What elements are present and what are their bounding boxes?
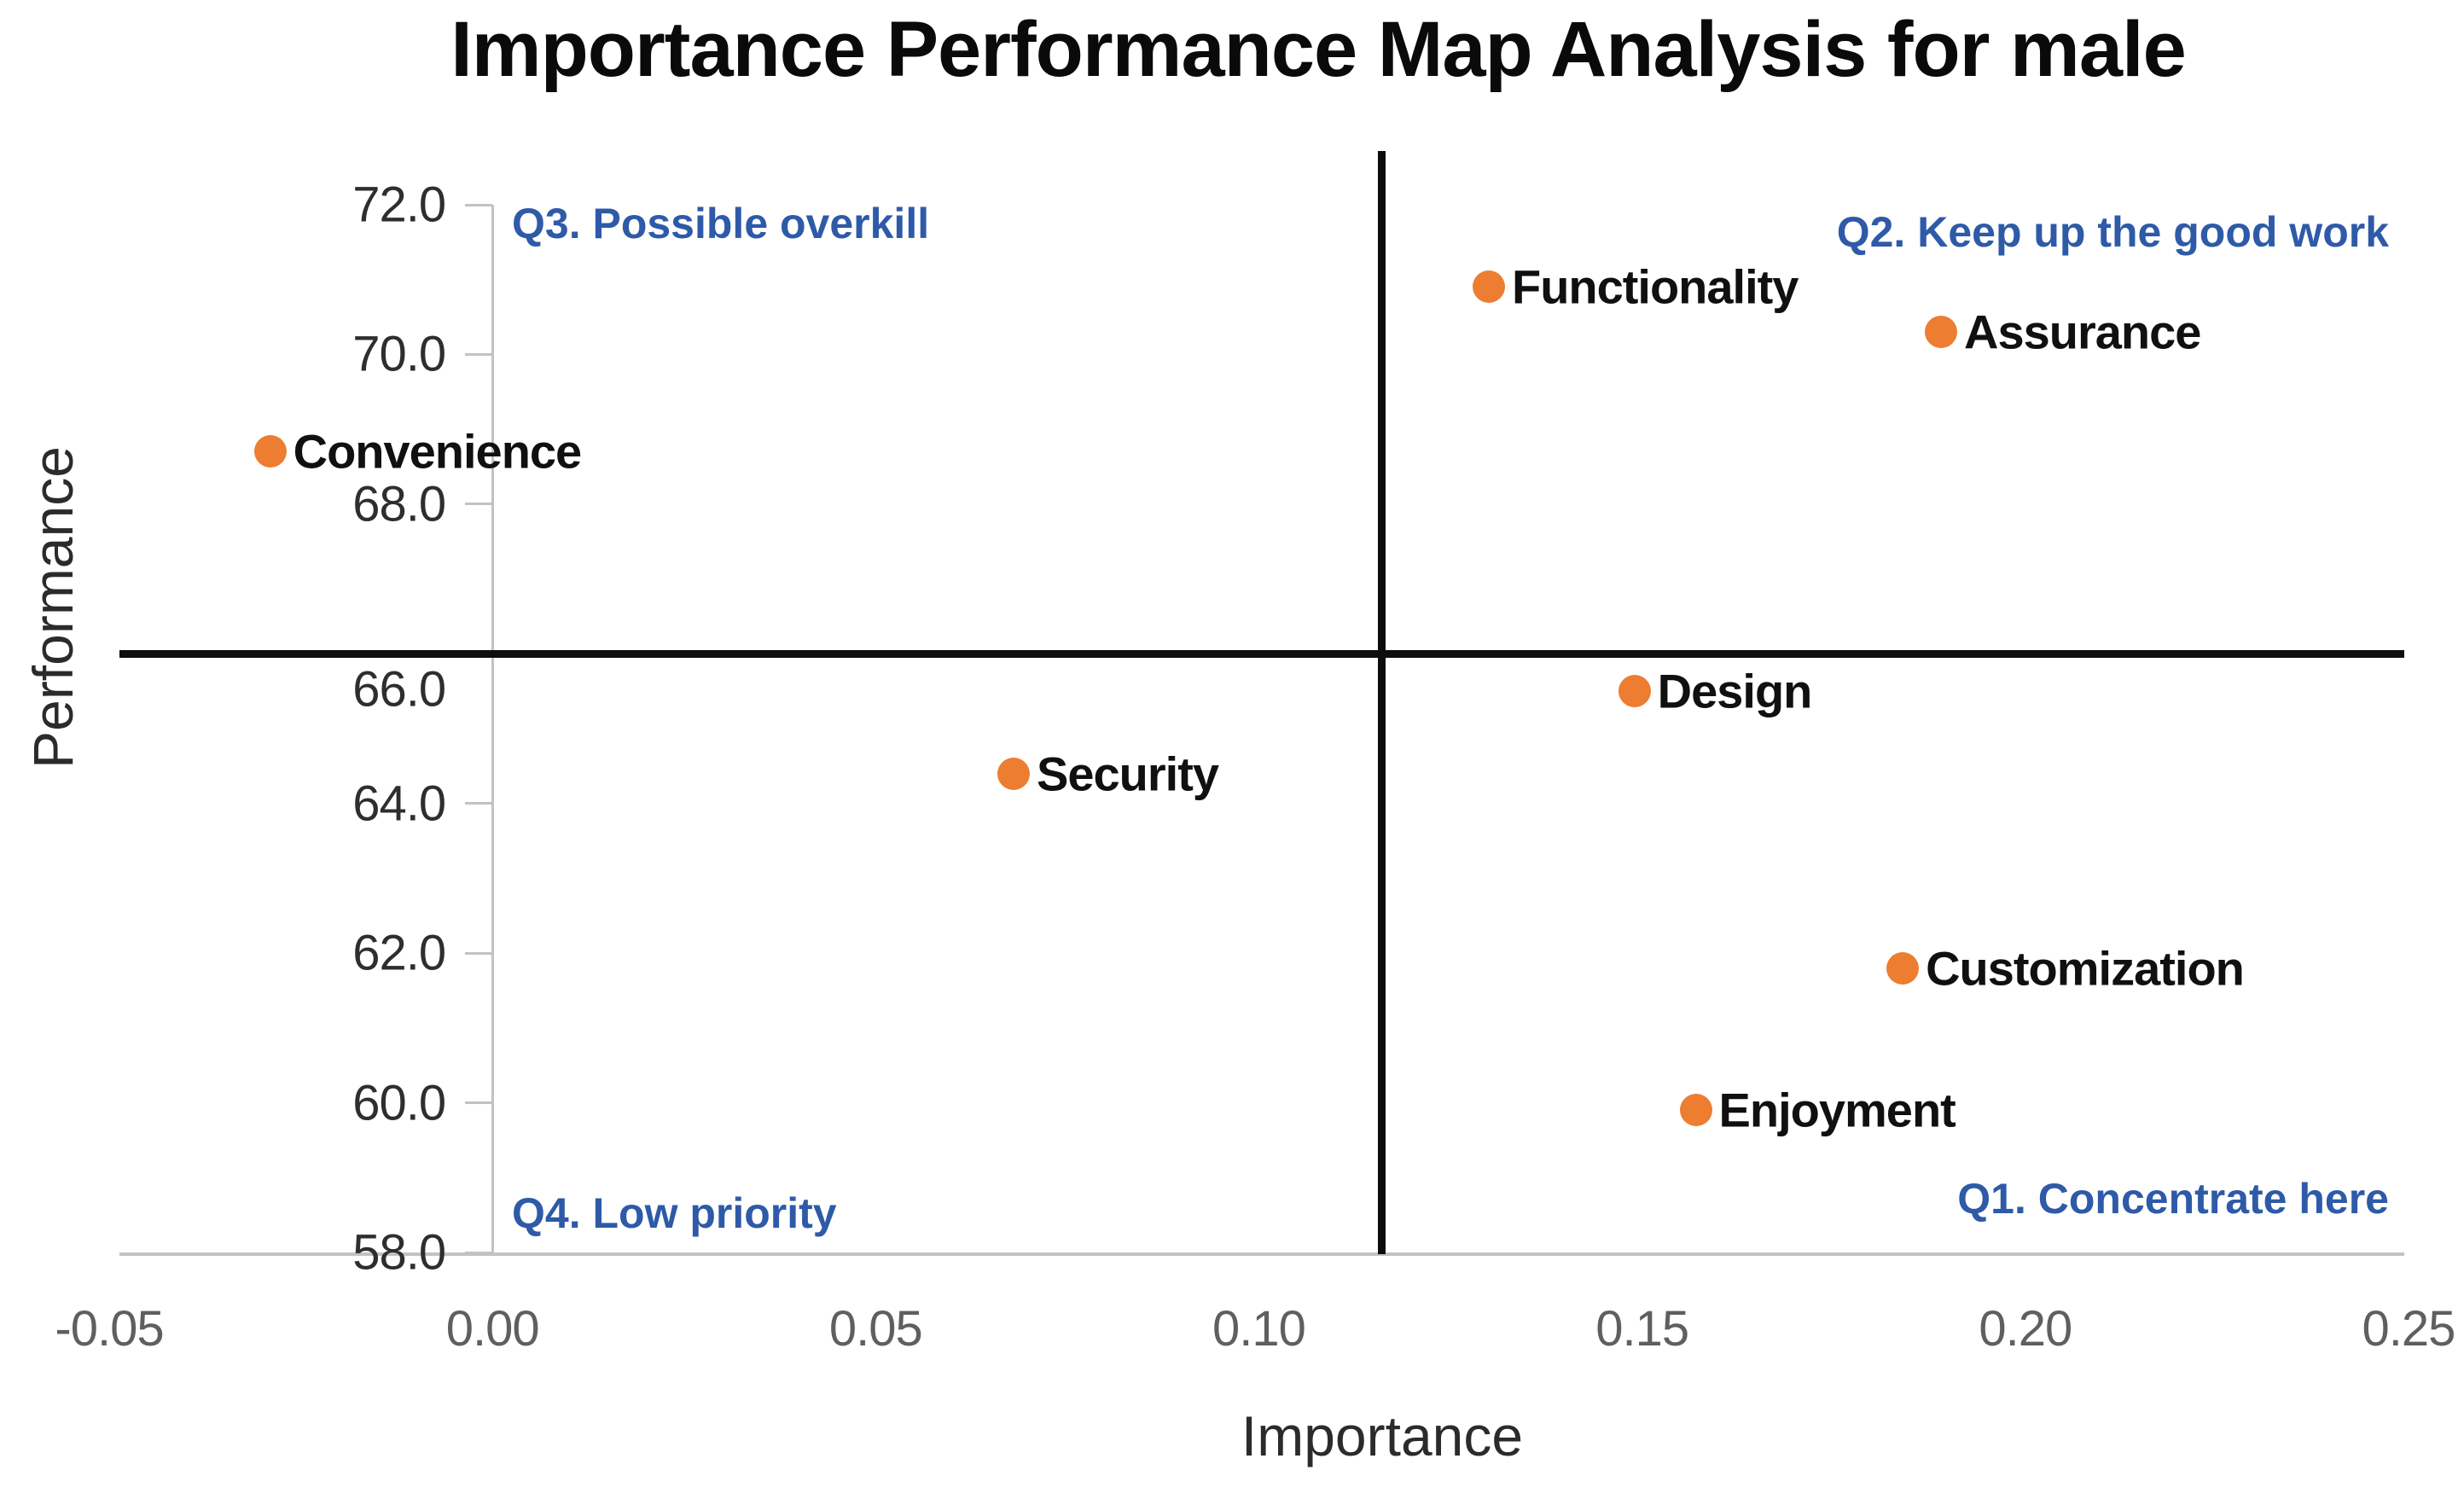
chart-title: Importance Performance Map Analysis for …: [450, 6, 2187, 93]
data-point-label: Customization: [1926, 941, 2245, 996]
crosshair-vertical-line: [1377, 151, 1386, 1254]
quadrant-label-bottom-right: Q1. Concentrate here: [1957, 1175, 2389, 1223]
data-point: [1925, 316, 1958, 349]
y-tick-mark: [465, 1101, 493, 1105]
data-point-label: Enjoyment: [1718, 1083, 1956, 1137]
data-point-label: Assurance: [1964, 305, 2201, 359]
y-tick-label: 60.0: [352, 1075, 446, 1131]
y-tick-mark: [465, 1251, 493, 1254]
data-point: [1886, 951, 1920, 985]
y-tick-label: 68.0: [352, 476, 446, 532]
crosshair-horizontal-line: [119, 649, 2404, 658]
y-tick-label: 66.0: [352, 661, 446, 718]
data-point: [1618, 675, 1651, 708]
data-point: [997, 757, 1031, 790]
x-tick-label: 0.00: [445, 1301, 540, 1357]
data-point: [1679, 1094, 1712, 1127]
y-tick-mark: [465, 802, 493, 805]
x-tick-label: 0.20: [1979, 1301, 2072, 1357]
x-tick-label: -0.05: [55, 1301, 164, 1357]
y-tick-label: 70.0: [352, 326, 446, 382]
x-axis-title: Importance: [1241, 1404, 1524, 1467]
x-tick-label: 0.05: [828, 1301, 923, 1357]
quadrant-label-bottom-left: Q4. Low priority: [512, 1189, 837, 1237]
y-axis-line: [491, 205, 494, 1252]
y-tick-label: 72.0: [352, 177, 446, 233]
y-tick-mark: [465, 203, 493, 206]
data-point-label: Design: [1657, 664, 1813, 718]
x-tick-label: 0.10: [1212, 1301, 1306, 1357]
y-tick-label: 62.0: [352, 925, 446, 981]
y-tick-mark: [465, 352, 493, 356]
y-tick-mark: [465, 503, 493, 506]
quadrant-label-top-left: Q3. Possible overkill: [512, 200, 930, 247]
y-tick-mark: [465, 951, 493, 955]
data-point-label: Functionality: [1512, 259, 1799, 314]
x-tick-label: 0.25: [2362, 1301, 2456, 1357]
y-axis-title: Performance: [21, 446, 84, 769]
data-point-label: Convenience: [293, 424, 583, 479]
quadrant-label-top-right: Q2. Keep up the good work: [1836, 208, 2389, 256]
data-point-label: Security: [1037, 747, 1219, 801]
y-tick-label: 64.0: [352, 776, 446, 832]
y-tick-label: 58.0: [352, 1224, 446, 1281]
x-tick-label: 0.15: [1595, 1301, 1689, 1357]
data-point: [253, 435, 287, 468]
data-point: [1473, 270, 1505, 304]
x-axis-line: [119, 1252, 2404, 1256]
